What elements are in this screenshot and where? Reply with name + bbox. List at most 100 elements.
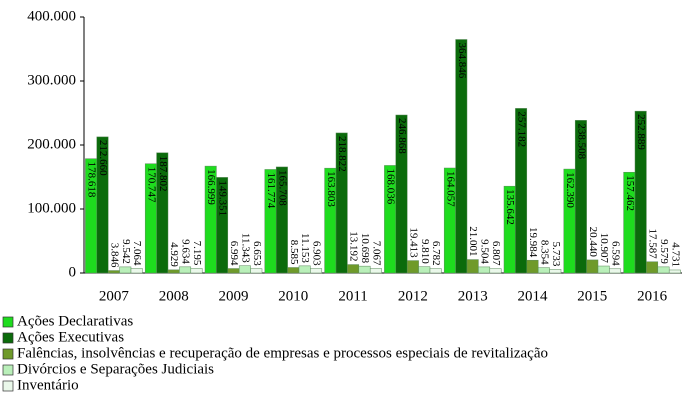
bar [526, 259, 539, 274]
bar [216, 177, 229, 274]
legend-label: Ações Declarativas [17, 313, 133, 329]
legend-swatch [2, 380, 14, 392]
bar [395, 114, 408, 274]
data-label: 21.001 [467, 226, 479, 256]
data-label: 168.036 [385, 168, 397, 204]
bar [489, 268, 502, 274]
data-label: 161.774 [265, 172, 277, 208]
bar [167, 269, 180, 274]
data-label: 212.660 [97, 140, 109, 176]
legend-label: Falências, insolvências e recuperação de… [17, 345, 548, 361]
bar [429, 268, 442, 274]
data-label: 9.579 [658, 239, 670, 264]
bar [250, 268, 263, 274]
bar [190, 268, 203, 274]
data-label: 187.802 [157, 156, 169, 192]
bar [179, 266, 192, 274]
data-label: 17.587 [647, 228, 659, 259]
data-label: 6.594 [610, 241, 622, 266]
data-label: 364.846 [456, 42, 468, 78]
x-tick-label: 2008 [159, 288, 189, 304]
legend-swatch [2, 316, 14, 328]
data-label: 246.868 [396, 118, 408, 154]
data-label: 11.343 [239, 233, 251, 263]
legend-swatch [2, 332, 14, 344]
bar [358, 265, 371, 274]
data-label: 6.653 [251, 241, 263, 266]
data-label: 9.634 [180, 239, 192, 264]
data-label: 149.351 [217, 180, 229, 216]
legend-swatch [2, 348, 14, 360]
bar [478, 266, 491, 274]
data-label: 238.508 [575, 123, 587, 159]
data-label: 7.064 [131, 241, 143, 266]
y-tick-label: 100.000 [27, 200, 76, 216]
x-tick-label: 2015 [577, 288, 607, 304]
bar [156, 152, 169, 274]
x-tick-label: 2007 [99, 288, 130, 304]
bar [609, 268, 622, 274]
data-label: 6.903 [311, 241, 323, 266]
bar [227, 268, 240, 274]
bar [310, 268, 323, 274]
x-tick-label: 2009 [219, 288, 249, 304]
data-label: 6.994 [228, 241, 240, 266]
bar [466, 259, 479, 274]
data-label: 11.153 [299, 233, 311, 263]
x-tick-label: 2013 [458, 288, 488, 304]
bar [369, 268, 382, 274]
data-label: 7.195 [191, 241, 203, 266]
bar [287, 267, 300, 274]
data-label: 163.803 [325, 171, 337, 207]
data-label: 170.747 [145, 167, 157, 203]
data-label: 9.810 [419, 239, 431, 264]
data-label: 178.618 [86, 162, 98, 198]
bar [406, 260, 419, 274]
data-label: 9.542 [120, 239, 132, 264]
y-tick-label: 200.000 [27, 136, 76, 152]
data-label: 6.807 [490, 241, 502, 266]
data-label: 10.907 [598, 233, 610, 264]
data-label: 3.846 [108, 243, 120, 268]
data-label: 7.067 [370, 241, 382, 266]
bar [347, 264, 360, 274]
data-label: 9.504 [479, 239, 491, 264]
data-label: 5.733 [550, 242, 562, 267]
bar [455, 39, 468, 274]
data-label: 165.708 [276, 170, 288, 206]
data-label: 252.889 [635, 114, 647, 150]
bar [238, 265, 251, 274]
bar [668, 269, 681, 274]
bar [549, 269, 562, 274]
data-label: 164.057 [444, 171, 456, 207]
data-label: 19.413 [407, 227, 419, 258]
bar [646, 261, 659, 274]
bar [275, 166, 288, 274]
y-tick-label: 400.000 [27, 8, 76, 24]
bar [119, 266, 132, 274]
bar [586, 259, 599, 274]
x-tick-label: 2010 [278, 288, 308, 304]
y-tick-label: 300.000 [27, 72, 76, 88]
x-tick-label: 2016 [637, 288, 668, 304]
data-label: 20.440 [587, 227, 599, 258]
bar [515, 108, 528, 274]
x-tick-label: 2011 [338, 288, 367, 304]
legend-label: Inventário [17, 377, 79, 393]
data-label: 4.731 [669, 242, 681, 267]
bar [657, 266, 670, 274]
data-label: 6.782 [430, 241, 442, 266]
data-label: 157.462 [624, 175, 636, 211]
data-label: 162.390 [564, 172, 576, 208]
bar [597, 265, 610, 274]
bar [574, 120, 587, 274]
legend-label: Divórcios e Separações Judiciais [17, 361, 214, 377]
bar [107, 270, 120, 274]
bar [130, 268, 143, 274]
x-tick-label: 2012 [398, 288, 428, 304]
bar [537, 267, 550, 274]
y-tick-label: 0 [69, 264, 77, 280]
legend-label: Ações Executivas [17, 329, 124, 345]
bar [335, 132, 348, 274]
